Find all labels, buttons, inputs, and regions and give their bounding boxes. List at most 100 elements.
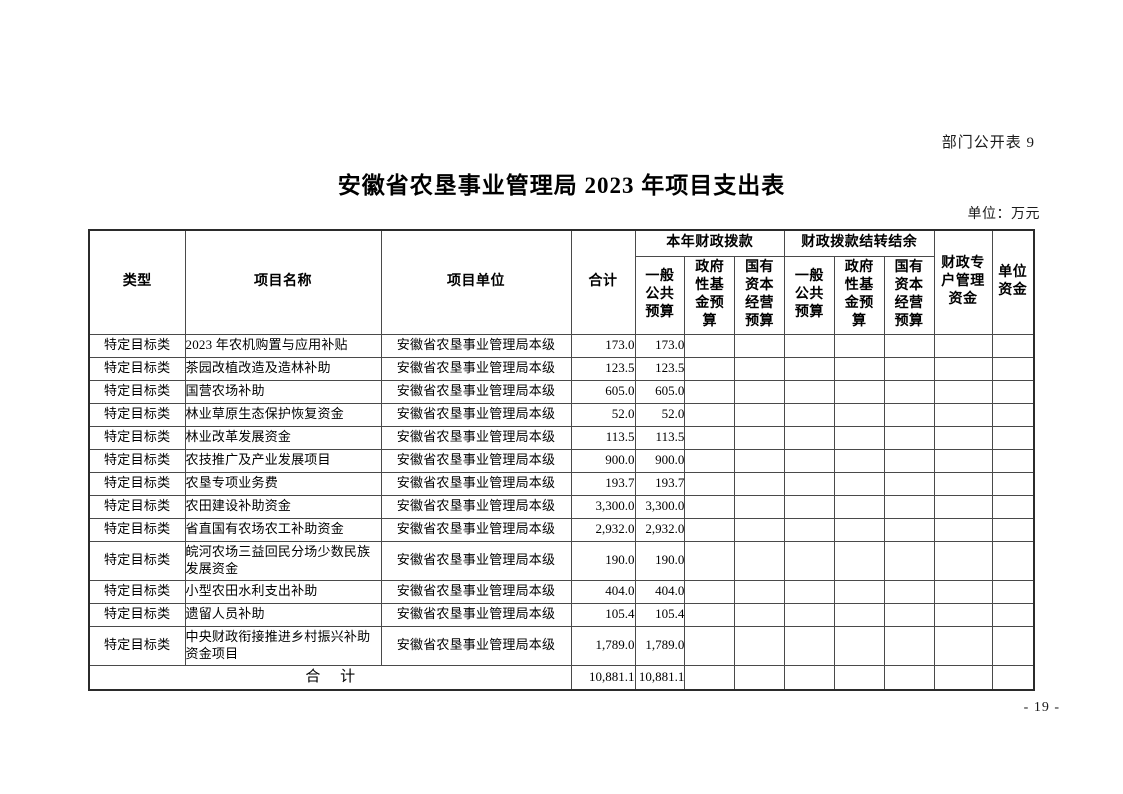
cell-project-unit: 安徽省农垦事业管理局本级	[380, 602, 572, 627]
cell-total: 113.5	[570, 425, 636, 450]
cell-project-name: 国营农场补助	[184, 379, 382, 404]
cell-co-state-capital	[883, 448, 935, 473]
page-number: - 19 -	[1023, 700, 1060, 715]
cell-total: 3,300.0	[570, 494, 636, 519]
header-row-groups: 类型 项目名称 项目单位 合计 本年财政拨款 财政拨款结转结余 财政专户管理资金…	[88, 229, 1035, 335]
total-row-co-general	[783, 664, 835, 691]
cell-project-unit: 安徽省农垦事业管理局本级	[380, 517, 572, 542]
cell-cy-gov-fund	[684, 517, 736, 542]
cell-co-general	[783, 356, 835, 381]
cell-cy-general: 404.0	[634, 579, 686, 604]
cell-project-name: 省直国有农场农工补助资金	[184, 517, 382, 542]
cell-cy-gov-fund	[684, 448, 736, 473]
table-row: 特定目标类 林业草原生态保护恢复资金 安徽省农垦事业管理局本级 52.0 52.0	[88, 402, 1035, 427]
column-header-cy-government-fund-budget: 政府性基金预算	[684, 255, 736, 335]
cell-co-state-capital	[883, 625, 935, 666]
cell-unit-funds	[991, 379, 1035, 404]
cell-cy-state-capital	[734, 471, 785, 496]
cell-cy-general: 190.0	[634, 540, 686, 581]
cell-project-unit: 安徽省农垦事业管理局本级	[380, 379, 572, 404]
page-title: 安徽省农垦事业管理局 2023 年项目支出表	[337, 173, 786, 198]
cell-cy-general: 900.0	[634, 448, 686, 473]
table-body: 特定目标类 2023 年农机购置与应用补贴 安徽省农垦事业管理局本级 173.0 173…	[88, 333, 1035, 666]
cell-co-state-capital	[883, 579, 935, 604]
cell-cy-state-capital	[734, 494, 785, 519]
cell-type: 特定目标类	[88, 448, 186, 473]
column-header-unit-funds: 单位资金	[991, 229, 1035, 335]
column-header-special-account-funds: 财政专户管理资金	[933, 229, 993, 335]
cell-cy-gov-fund	[684, 379, 736, 404]
cell-unit-funds	[991, 494, 1035, 519]
cell-special-account	[933, 579, 993, 604]
cell-type: 特定目标类	[88, 579, 186, 604]
table-row: 特定目标类 林业改革发展资金 安徽省农垦事业管理局本级 113.5 113.5	[88, 425, 1035, 450]
cell-unit-funds	[991, 579, 1035, 604]
column-group-carryover-balance: 财政拨款结转结余	[783, 229, 935, 257]
cell-co-gov-fund	[833, 379, 885, 404]
cell-cy-general: 3,300.0	[634, 494, 686, 519]
column-header-total: 合计	[570, 229, 636, 335]
unit-note: 单位：万元	[967, 207, 1040, 222]
cell-unit-funds	[991, 448, 1035, 473]
column-header-co-general-public-budget: 一般公共预算	[783, 255, 835, 335]
table-row: 特定目标类 小型农田水利支出补助 安徽省农垦事业管理局本级 404.0 404.0	[88, 579, 1035, 604]
budget-table-container: 类型 项目名称 项目单位 合计 本年财政拨款 财政拨款结转结余 财政专户管理资金…	[88, 229, 1035, 691]
cell-cy-general: 605.0	[634, 379, 686, 404]
cell-special-account	[933, 540, 993, 581]
cell-cy-state-capital	[734, 333, 785, 358]
cell-special-account	[933, 625, 993, 666]
cell-co-state-capital	[883, 540, 935, 581]
cell-total: 404.0	[570, 579, 636, 604]
cell-co-general	[783, 540, 835, 581]
cell-cy-gov-fund	[684, 579, 736, 604]
cell-cy-general: 193.7	[634, 471, 686, 496]
total-row-co-gov-fund	[833, 664, 885, 691]
cell-cy-state-capital	[734, 448, 785, 473]
cell-cy-general: 105.4	[634, 602, 686, 627]
cell-co-state-capital	[883, 494, 935, 519]
cell-cy-general: 123.5	[634, 356, 686, 381]
cell-special-account	[933, 517, 993, 542]
cell-cy-gov-fund	[684, 471, 736, 496]
cell-project-name: 林业改革发展资金	[184, 425, 382, 450]
cell-co-gov-fund	[833, 425, 885, 450]
table-row: 特定目标类 2023 年农机购置与应用补贴 安徽省农垦事业管理局本级 173.0 173…	[88, 333, 1035, 358]
cell-cy-state-capital	[734, 402, 785, 427]
cell-unit-funds	[991, 425, 1035, 450]
cell-co-state-capital	[883, 602, 935, 627]
cell-unit-funds	[991, 402, 1035, 427]
cell-co-state-capital	[883, 517, 935, 542]
cell-type: 特定目标类	[88, 425, 186, 450]
total-row-cy-gov-fund	[684, 664, 736, 691]
cell-total: 190.0	[570, 540, 636, 581]
cell-co-gov-fund	[833, 356, 885, 381]
total-row-cy-general: 10,881.1	[634, 664, 686, 691]
cell-type: 特定目标类	[88, 379, 186, 404]
cell-co-general	[783, 517, 835, 542]
cell-cy-general: 173.0	[634, 333, 686, 358]
cell-total: 123.5	[570, 356, 636, 381]
total-row-label: 合 计	[88, 664, 572, 691]
table-row: 特定目标类 省直国有农场农工补助资金 安徽省农垦事业管理局本级 2,932.0 2,93…	[88, 517, 1035, 542]
total-row: 合 计 10,881.1 10,881.1	[88, 664, 1035, 691]
column-header-type: 类型	[88, 229, 186, 335]
cell-co-gov-fund	[833, 402, 885, 427]
cell-total: 900.0	[570, 448, 636, 473]
cell-co-state-capital	[883, 471, 935, 496]
cell-special-account	[933, 448, 993, 473]
cell-special-account	[933, 425, 993, 450]
cell-cy-general: 113.5	[634, 425, 686, 450]
table-row: 特定目标类 农垦专项业务费 安徽省农垦事业管理局本级 193.7 193.7	[88, 471, 1035, 496]
cell-type: 特定目标类	[88, 333, 186, 358]
cell-cy-state-capital	[734, 602, 785, 627]
cell-project-unit: 安徽省农垦事业管理局本级	[380, 333, 572, 358]
cell-co-general	[783, 602, 835, 627]
cell-total: 52.0	[570, 402, 636, 427]
cell-cy-general: 52.0	[634, 402, 686, 427]
cell-type: 特定目标类	[88, 356, 186, 381]
cell-special-account	[933, 402, 993, 427]
cell-cy-gov-fund	[684, 494, 736, 519]
cell-project-name: 农技推广及产业发展项目	[184, 448, 382, 473]
cell-co-state-capital	[883, 402, 935, 427]
